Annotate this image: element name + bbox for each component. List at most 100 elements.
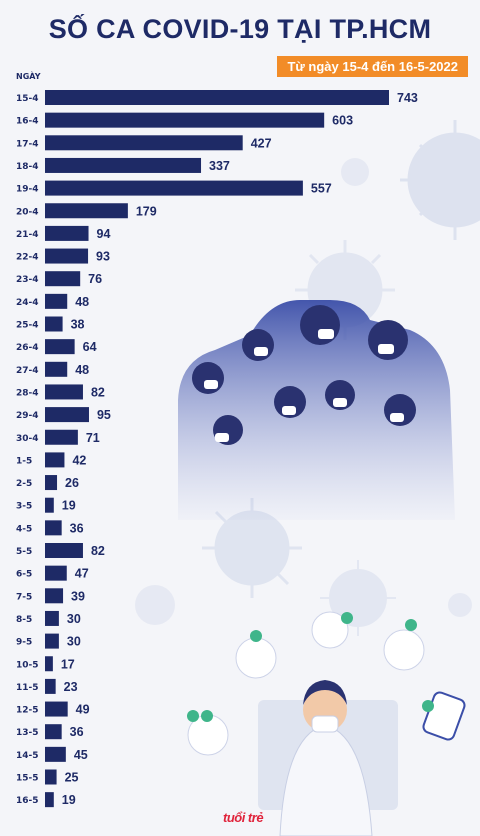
bar bbox=[45, 769, 57, 785]
value-label: 25 bbox=[65, 771, 79, 785]
value-label: 743 bbox=[397, 91, 418, 105]
category-label: 3-5 bbox=[16, 502, 32, 512]
value-label: 30 bbox=[67, 612, 81, 626]
bar bbox=[45, 746, 66, 762]
value-label: 19 bbox=[62, 499, 76, 513]
category-label: 21-4 bbox=[16, 230, 39, 240]
bar bbox=[45, 497, 54, 513]
y-axis-label: NGÀY bbox=[16, 72, 41, 81]
bar bbox=[45, 429, 78, 445]
bar bbox=[45, 361, 68, 377]
value-label: 36 bbox=[70, 521, 84, 535]
bar bbox=[45, 588, 64, 604]
category-label: 22-4 bbox=[16, 253, 39, 263]
bar bbox=[45, 384, 83, 400]
value-label: 71 bbox=[86, 431, 100, 445]
bar bbox=[45, 225, 89, 241]
value-label: 427 bbox=[251, 136, 272, 150]
value-label: 36 bbox=[70, 725, 84, 739]
virus-icon bbox=[135, 158, 472, 625]
bar bbox=[45, 407, 89, 423]
bar bbox=[45, 656, 53, 672]
category-label: 18-4 bbox=[16, 162, 39, 172]
bar bbox=[45, 610, 59, 626]
value-label: 23 bbox=[64, 680, 78, 694]
bar bbox=[45, 293, 68, 309]
category-label: 10-5 bbox=[16, 660, 39, 670]
category-label: 25-4 bbox=[16, 321, 39, 331]
category-label: 2-5 bbox=[16, 479, 32, 489]
category-label: 19-4 bbox=[16, 185, 39, 195]
value-label: 17 bbox=[61, 657, 75, 671]
bar bbox=[45, 475, 58, 491]
publisher-logo: tuổi trẻ bbox=[223, 810, 264, 825]
bar bbox=[45, 520, 62, 536]
bar bbox=[45, 157, 202, 173]
category-label: 29-4 bbox=[16, 411, 39, 421]
bar bbox=[45, 248, 89, 264]
value-label: 82 bbox=[91, 385, 105, 399]
category-label: 16-5 bbox=[16, 796, 39, 806]
category-label: 16-4 bbox=[16, 117, 39, 127]
category-label: 23-4 bbox=[16, 275, 39, 285]
category-label: 4-5 bbox=[16, 524, 32, 534]
bar bbox=[45, 724, 62, 740]
virus-icon bbox=[320, 560, 396, 636]
chart-title: SỐ CA COVID-19 TẠI TP.HCM bbox=[48, 14, 432, 44]
virus-icon bbox=[202, 498, 302, 598]
value-label: 26 bbox=[65, 476, 79, 490]
consult-bubbles bbox=[187, 611, 466, 756]
bar bbox=[45, 565, 67, 581]
value-label: 76 bbox=[88, 272, 102, 286]
value-label: 337 bbox=[209, 159, 230, 173]
category-label: 15-5 bbox=[16, 774, 39, 784]
value-label: 48 bbox=[75, 363, 89, 377]
category-label: 30-4 bbox=[16, 434, 39, 444]
value-label: 93 bbox=[96, 250, 110, 264]
virus-icon bbox=[400, 120, 480, 240]
bar bbox=[45, 135, 243, 151]
doctor-illustration bbox=[258, 680, 398, 836]
date-range-badge: Từ ngày 15-4 đến 16-5-2022 bbox=[277, 56, 468, 77]
value-label: 19 bbox=[62, 793, 76, 807]
value-label: 94 bbox=[97, 227, 111, 241]
category-label: 9-5 bbox=[16, 638, 32, 648]
value-label: 49 bbox=[76, 703, 90, 717]
people-illustration bbox=[178, 300, 455, 520]
category-label: 5-5 bbox=[16, 547, 32, 557]
bar bbox=[45, 339, 75, 355]
bar bbox=[45, 452, 65, 468]
category-label: 27-4 bbox=[16, 366, 39, 376]
value-label: 42 bbox=[72, 453, 86, 467]
value-label: 82 bbox=[91, 544, 105, 558]
value-label: 64 bbox=[83, 340, 97, 354]
value-label: 48 bbox=[75, 295, 89, 309]
bar bbox=[45, 678, 56, 694]
value-label: 603 bbox=[332, 114, 353, 128]
value-label: 39 bbox=[71, 589, 85, 603]
category-label: 8-5 bbox=[16, 615, 32, 625]
category-label: 15-4 bbox=[16, 94, 39, 104]
bar bbox=[45, 543, 83, 558]
bar bbox=[45, 701, 68, 717]
value-label: 47 bbox=[75, 567, 89, 581]
category-label: 7-5 bbox=[16, 592, 32, 602]
value-label: 179 bbox=[136, 204, 157, 218]
category-label: 26-4 bbox=[16, 343, 39, 353]
category-label: 1-5 bbox=[16, 456, 32, 466]
category-label: 11-5 bbox=[16, 683, 39, 693]
category-label: 6-5 bbox=[16, 570, 32, 580]
bar bbox=[45, 271, 81, 287]
bar bbox=[45, 112, 325, 128]
bar bbox=[45, 633, 59, 649]
bar bbox=[45, 316, 63, 332]
value-label: 557 bbox=[311, 182, 332, 196]
category-label: 13-5 bbox=[16, 728, 39, 738]
value-label: 95 bbox=[97, 408, 111, 422]
bar bbox=[45, 180, 303, 196]
bar bbox=[45, 792, 54, 808]
value-label: 38 bbox=[71, 318, 85, 332]
category-label: 17-4 bbox=[16, 139, 39, 149]
